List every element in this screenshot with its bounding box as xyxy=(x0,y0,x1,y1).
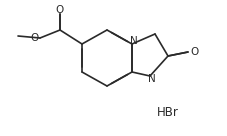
Text: N: N xyxy=(148,74,156,84)
Text: N: N xyxy=(130,36,138,46)
Text: HBr: HBr xyxy=(157,106,179,119)
Text: O: O xyxy=(30,33,38,43)
Text: O: O xyxy=(191,47,199,57)
Text: O: O xyxy=(56,5,64,15)
